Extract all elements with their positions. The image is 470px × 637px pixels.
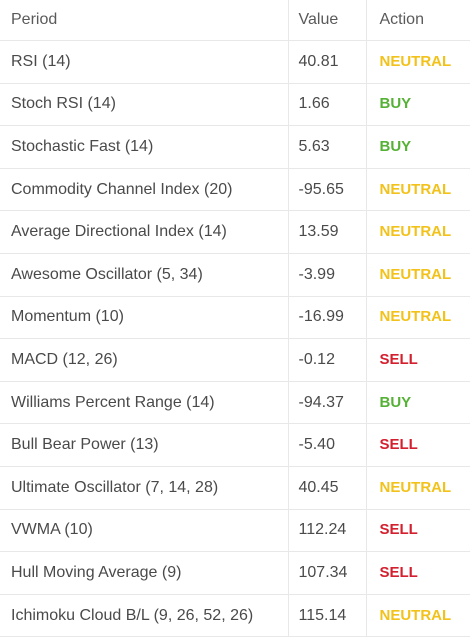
action-badge: NEUTRAL — [379, 478, 452, 496]
table-row: RSI (14) 40.81 NEUTRAL — [0, 40, 470, 84]
action-cell: NEUTRAL — [365, 210, 470, 254]
indicator-name: Awesome Oscillator (5, 34) — [0, 253, 288, 297]
table-row: Awesome Oscillator (5, 34) -3.99 NEUTRAL — [0, 253, 470, 297]
action-cell: BUY — [365, 125, 470, 169]
indicator-value: -94.37 — [287, 381, 366, 425]
action-badge: SELL — [379, 436, 418, 454]
indicator-value: -0.12 — [287, 338, 366, 382]
action-cell: SELL — [365, 423, 470, 467]
indicator-value: -16.99 — [287, 296, 366, 340]
indicator-value: -95.65 — [287, 168, 366, 212]
indicator-name: Average Directional Index (14) — [0, 210, 288, 254]
indicator-value: -3.99 — [287, 253, 366, 297]
action-badge: NEUTRAL — [379, 223, 452, 241]
action-cell: NEUTRAL — [365, 40, 470, 84]
table-body: RSI (14) 40.81 NEUTRAL Stoch RSI (14) 1.66 BU… — [0, 40, 470, 637]
indicator-value: 1.66 — [287, 83, 366, 127]
indicator-value: 107.34 — [287, 551, 366, 595]
table-row: Stoch RSI (14) 1.66 BUY — [0, 83, 470, 127]
table-row: Momentum (10) -16.99 NEUTRAL — [0, 296, 470, 340]
action-badge: SELL — [379, 521, 418, 539]
action-badge: SELL — [379, 350, 418, 368]
indicator-value: 5.63 — [287, 125, 366, 169]
indicator-name: Stochastic Fast (14) — [0, 125, 288, 169]
indicator-name: MACD (12, 26) — [0, 338, 288, 382]
header-value: Value — [287, 0, 366, 41]
action-badge: NEUTRAL — [379, 265, 452, 283]
indicator-value: -5.40 — [287, 423, 366, 467]
table-row: Williams Percent Range (14) -94.37 BUY — [0, 381, 470, 425]
action-cell: NEUTRAL — [365, 296, 470, 340]
action-cell: BUY — [365, 381, 470, 425]
indicator-name: Bull Bear Power (13) — [0, 423, 288, 467]
table-row: Ultimate Oscillator (7, 14, 28) 40.45 NEUT… — [0, 466, 470, 510]
indicator-name: Hull Moving Average (9) — [0, 551, 288, 595]
indicator-name: Ichimoku Cloud B/L (9, 26, 52, 26) — [0, 594, 288, 637]
action-cell: NEUTRAL — [365, 168, 470, 212]
indicator-name: Stoch RSI (14) — [0, 83, 288, 127]
table-row: Average Directional Index (14) 13.59 NEUTR… — [0, 210, 470, 254]
table-row: VWMA (10) 112.24 SELL — [0, 509, 470, 553]
indicator-value: 115.14 — [287, 594, 366, 637]
indicator-value: 40.45 — [287, 466, 366, 510]
action-cell: NEUTRAL — [365, 594, 470, 637]
action-badge: BUY — [379, 137, 412, 155]
indicator-value: 112.24 — [287, 509, 366, 553]
table-row: Ichimoku Cloud B/L (9, 26, 52, 26) 115.14… — [0, 594, 470, 637]
indicator-name: Ultimate Oscillator (7, 14, 28) — [0, 466, 288, 510]
indicator-name: VWMA (10) — [0, 509, 288, 553]
indicator-name: Commodity Channel Index (20) — [0, 168, 288, 212]
action-cell: NEUTRAL — [365, 466, 470, 510]
header-action: Action — [365, 0, 470, 41]
table-row: MACD (12, 26) -0.12 SELL — [0, 338, 470, 382]
indicator-name: RSI (14) — [0, 40, 288, 84]
action-badge: NEUTRAL — [379, 606, 452, 624]
header-row: Period Value Action — [0, 0, 470, 41]
indicator-value: 40.81 — [287, 40, 366, 84]
action-badge: NEUTRAL — [379, 52, 452, 70]
action-cell: SELL — [365, 338, 470, 382]
action-cell: SELL — [365, 509, 470, 553]
action-badge: BUY — [379, 95, 412, 113]
action-cell: SELL — [365, 551, 470, 595]
action-badge: BUY — [379, 393, 412, 411]
indicator-value: 13.59 — [287, 210, 366, 254]
table-row: Stochastic Fast (14) 5.63 BUY — [0, 125, 470, 169]
action-badge: NEUTRAL — [379, 180, 452, 198]
table-row: Bull Bear Power (13) -5.40 SELL — [0, 423, 470, 467]
action-badge: SELL — [379, 563, 418, 581]
table-row: Commodity Channel Index (20) -95.65 NEUTRA… — [0, 168, 470, 212]
header-period: Period — [0, 0, 288, 41]
indicator-name: Momentum (10) — [0, 296, 288, 340]
action-cell: NEUTRAL — [365, 253, 470, 297]
action-cell: BUY — [365, 83, 470, 127]
table-row: Hull Moving Average (9) 107.34 SELL — [0, 551, 470, 595]
action-badge: NEUTRAL — [379, 308, 452, 326]
indicator-name: Williams Percent Range (14) — [0, 381, 288, 425]
